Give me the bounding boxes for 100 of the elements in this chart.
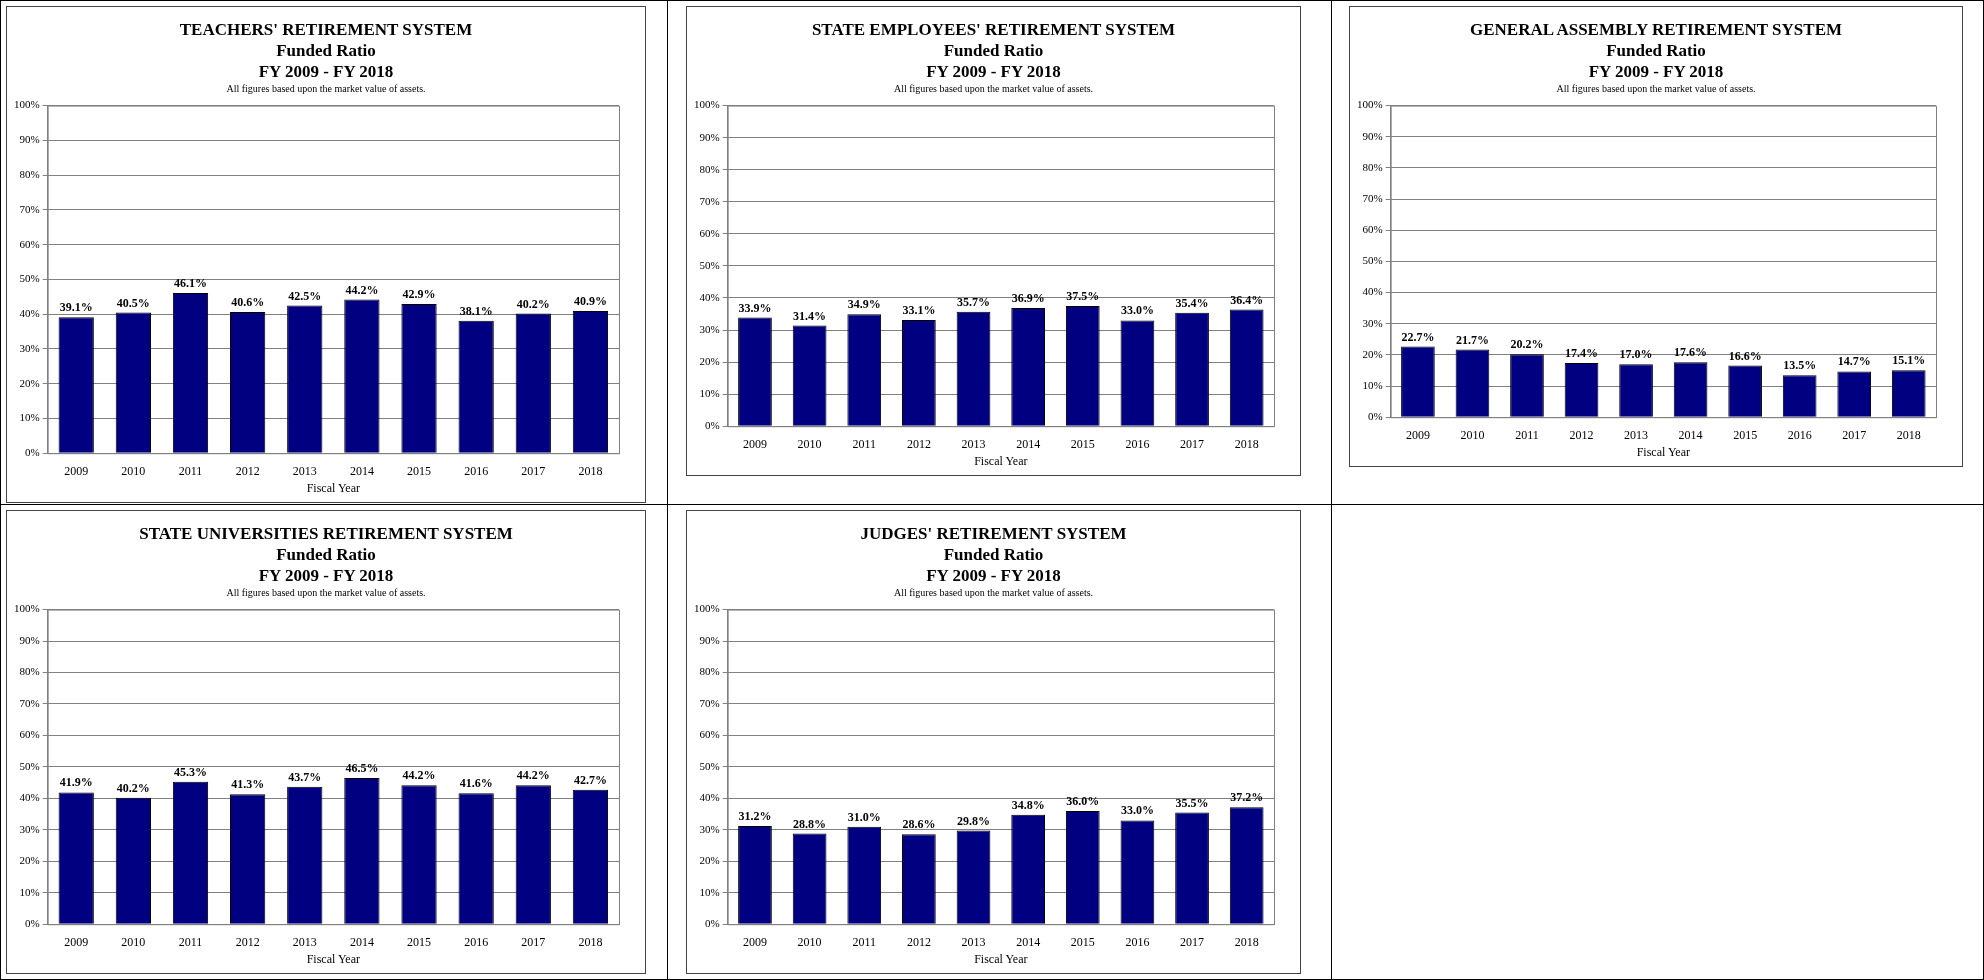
data-label: 31.0%	[847, 809, 881, 824]
data-label: 36.0%	[1066, 794, 1100, 809]
x-tick-label: 2010	[1460, 427, 1485, 442]
y-tick-label: 60%	[699, 728, 720, 741]
chart-title: JUDGES' RETIREMENT SYSTEM	[859, 523, 1128, 544]
x-tick-label: 2017	[521, 934, 546, 949]
chart-subtitle: Funded Ratio	[275, 544, 377, 565]
x-tick-label: 2009	[64, 934, 89, 949]
y-tick-label: 80%	[699, 162, 720, 175]
data-label: 36.4%	[1230, 292, 1264, 307]
y-tick-label: 50%	[699, 258, 720, 271]
y-tick-label: 20%	[19, 376, 40, 389]
x-tick-label: 2011	[178, 934, 203, 949]
x-tick-label: 2016	[1125, 436, 1150, 451]
y-tick-label: 90%	[19, 633, 40, 646]
y-tick-label: 30%	[19, 341, 40, 354]
data-label: 35.5%	[1175, 795, 1209, 810]
y-tick-label: 100%	[693, 602, 720, 615]
chart-subtitle: Funded Ratio	[275, 40, 377, 61]
y-tick-label: 90%	[19, 133, 40, 146]
x-axis-title: Fiscal Year	[306, 951, 360, 966]
data-label: 17.0%	[1619, 347, 1653, 362]
data-label: 35.7%	[957, 294, 991, 309]
x-tick-label: 2016	[1787, 427, 1812, 442]
x-tick-label: 2012	[235, 934, 260, 949]
data-label: 44.2%	[345, 282, 379, 297]
x-tick-label: 2018	[1234, 934, 1259, 949]
x-tick-label: 2018	[1234, 436, 1259, 451]
data-label: 41.9%	[59, 775, 93, 790]
text: All figures based upon the market value of assets.	[1555, 82, 1757, 96]
data-label: 46.5%	[345, 761, 379, 775]
x-tick-label: 2017	[521, 463, 546, 478]
y-tick-label: 70%	[19, 202, 40, 215]
data-label: 34.8%	[1011, 797, 1045, 812]
data-label: 17.4%	[1565, 346, 1599, 361]
y-tick-label: 70%	[699, 194, 720, 207]
text: All figures based upon the market value of assets.	[225, 586, 427, 600]
y-tick-label: 100%	[1356, 98, 1383, 111]
y-tick-label: 10%	[19, 411, 40, 424]
data-label: 44.2%	[516, 768, 550, 783]
y-tick-label: 60%	[699, 226, 720, 239]
x-tick-label: 2013	[961, 934, 986, 949]
data-label: 31.4%	[793, 308, 827, 323]
data-label: 43.7%	[288, 769, 322, 784]
text: All figures based upon the market value of assets.	[892, 586, 1095, 600]
x-tick-label: 2015	[1070, 436, 1095, 451]
data-label: 46.1%	[174, 276, 207, 291]
y-tick-label: 10%	[1362, 378, 1383, 391]
x-tick-label: 2011	[852, 436, 877, 451]
x-axis-title: Fiscal Year	[974, 951, 1028, 966]
y-tick-label: 20%	[699, 354, 720, 367]
y-tick-label: 40%	[19, 791, 40, 804]
x-tick-label: 2016	[1125, 934, 1150, 949]
data-label: 14.7%	[1837, 354, 1871, 369]
chart-subtitle: Funded Ratio	[942, 544, 1045, 565]
x-tick-label: 2017	[1180, 934, 1205, 949]
y-tick-label: 30%	[699, 322, 720, 335]
x-tick-label: 2014	[1016, 436, 1041, 451]
y-tick-label: 50%	[19, 759, 40, 772]
x-tick-label: 2010	[121, 934, 146, 949]
data-label: 33.9%	[738, 300, 772, 315]
y-tick-label: 0%	[24, 446, 40, 459]
y-tick-label: 70%	[1362, 191, 1383, 204]
data-label: 15.1%	[1892, 353, 1926, 368]
data-label: 37.5%	[1066, 289, 1100, 304]
x-tick-label: 2016	[464, 934, 489, 949]
data-label: 42.7%	[573, 772, 607, 787]
data-label: 13.5%	[1783, 358, 1817, 373]
chart-title: STATE EMPLOYEES' RETIREMENT SYSTEM	[810, 19, 1177, 40]
x-tick-label: 2009	[1405, 427, 1430, 442]
chart-title: STATE UNIVERSITIES RETIREMENT SYSTEM	[138, 523, 514, 544]
y-tick-label: 80%	[19, 168, 40, 181]
data-label: 36.9%	[1011, 290, 1045, 305]
x-tick-label: 2016	[464, 463, 489, 478]
y-tick-label: 70%	[699, 696, 720, 709]
data-label: 40.6%	[231, 295, 265, 310]
x-tick-label: 2009	[64, 463, 89, 478]
data-label: 40.9%	[573, 294, 607, 309]
x-tick-label: 2014	[1016, 934, 1041, 949]
x-axis-title: Fiscal Year	[1636, 444, 1690, 459]
data-label: 31.2%	[738, 809, 772, 824]
y-tick-label: 40%	[19, 307, 40, 320]
data-label: 17.6%	[1674, 345, 1708, 360]
x-tick-label: 2012	[906, 934, 931, 949]
data-label: 28.6%	[902, 817, 936, 832]
data-label: 37.2%	[1230, 790, 1264, 805]
x-tick-label: 2015	[407, 934, 432, 949]
data-label: 40.2%	[116, 780, 150, 795]
data-label: 38.1%	[459, 303, 493, 318]
y-tick-label: 80%	[699, 665, 720, 678]
y-tick-label: 100%	[693, 98, 720, 111]
y-tick-label: 50%	[19, 272, 40, 285]
chart-title: TEACHERS' RETIREMENT SYSTEM	[178, 19, 474, 40]
y-tick-label: 60%	[19, 237, 40, 250]
y-tick-label: 40%	[699, 791, 720, 804]
data-label: 33.1%	[902, 303, 936, 318]
x-tick-label: 2015	[1070, 934, 1095, 949]
text: FY 2009 - FY 2018	[257, 565, 395, 586]
y-tick-label: 40%	[1362, 285, 1383, 298]
y-tick-label: 80%	[19, 665, 40, 678]
